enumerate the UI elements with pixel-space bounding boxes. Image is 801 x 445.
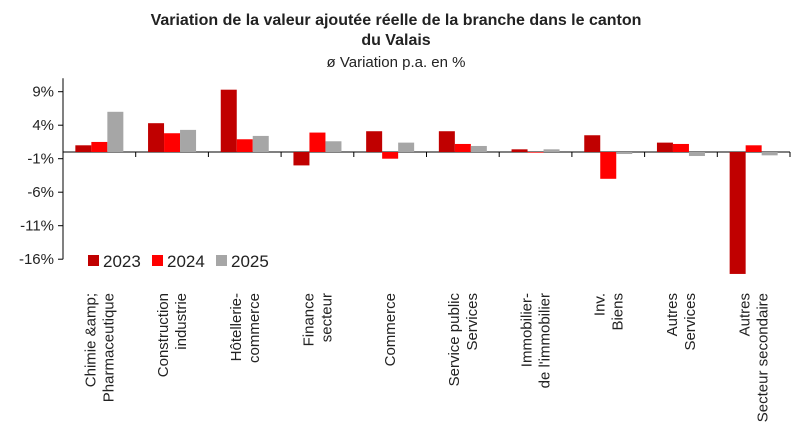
y-tick-label: -6% xyxy=(27,184,54,201)
bar-2025-cat-5 xyxy=(398,142,415,152)
legend-swatch-2024 xyxy=(152,255,163,266)
category-label-line: Biens xyxy=(609,293,626,331)
bar-2024-cat-1 xyxy=(91,141,108,152)
bar-2025-cat-4 xyxy=(325,141,342,152)
legend-label-2023: 2023 xyxy=(103,252,141,271)
bar-2023-cat-9 xyxy=(656,142,673,152)
category-label-line: de l'immobilier xyxy=(537,293,554,388)
category-label-line: secteur xyxy=(318,293,335,342)
bar-2024-cat-10 xyxy=(745,145,762,152)
category-label-line: Services xyxy=(682,293,699,351)
category-label-line: Commerce xyxy=(382,293,399,366)
x-axis-labels: Chimie &amp; Pharmaceutique Construction in… xyxy=(82,293,771,423)
category-label-line: Finance xyxy=(300,293,317,346)
bar-2023-cat-8 xyxy=(584,135,601,152)
category-label-line: Construction xyxy=(155,293,172,377)
category-label-8: Inv. Biens xyxy=(591,293,626,331)
bar-2024-cat-9 xyxy=(672,143,689,152)
category-label-line: commerce xyxy=(246,293,263,363)
bar-2024-cat-8 xyxy=(600,152,617,179)
bar-2024-cat-6 xyxy=(454,143,471,152)
bar-2023-cat-1 xyxy=(75,145,92,152)
legend-swatch-2025 xyxy=(216,255,227,266)
bar-2025-cat-1 xyxy=(107,111,124,152)
category-label-7: Immobilier-de l'immobilier xyxy=(519,293,554,388)
bar-2025-cat-8 xyxy=(616,152,633,155)
bar-2024-cat-5 xyxy=(382,152,399,159)
bar-2025-cat-2 xyxy=(180,129,197,152)
plot-area xyxy=(62,89,791,274)
category-label-line: Chimie &amp; xyxy=(82,293,99,387)
bar-2024-cat-7 xyxy=(527,152,544,153)
bar-2023-cat-2 xyxy=(148,123,165,152)
category-label-line: Service public xyxy=(446,293,463,387)
category-label-line: Services xyxy=(464,293,481,351)
category-label-10: Autres Secteur secondaire xyxy=(737,293,772,422)
category-label-2: Construction industrie xyxy=(155,293,190,377)
category-label-line: Secteur secondaire xyxy=(755,293,772,422)
category-label-line: Autres xyxy=(737,293,754,336)
legend-label-2025: 2025 xyxy=(231,252,269,271)
category-label-line: Pharmaceutique xyxy=(100,293,117,402)
bar-2024-cat-2 xyxy=(164,133,181,152)
legend-box xyxy=(74,244,282,278)
bar-2025-cat-7 xyxy=(543,149,560,152)
y-tick-label: -16% xyxy=(19,251,54,268)
bar-2023-cat-7 xyxy=(511,149,528,152)
legend-label-2024: 2024 xyxy=(167,252,205,271)
bar-2023-cat-3 xyxy=(220,89,237,152)
bar-2025-cat-6 xyxy=(470,145,487,152)
y-tick-label: -11% xyxy=(20,218,54,235)
chart-title-line2: du Valais xyxy=(361,32,430,49)
chart-subtitle: ø Variation p.a. en % xyxy=(327,54,466,71)
bar-2023-cat-4 xyxy=(293,152,310,166)
chart-title-line1: Variation de la valeur ajoutée réelle de… xyxy=(151,12,642,29)
category-label-line: Hôtellerie- xyxy=(228,293,245,361)
bar-2023-cat-5 xyxy=(366,131,383,152)
category-label-line: Autres xyxy=(664,293,681,336)
bar-2023-cat-10 xyxy=(729,152,746,274)
category-label-line: Inv. xyxy=(591,293,608,316)
legend: 2023 2024 2025 xyxy=(74,244,282,278)
y-tick-label: 4% xyxy=(32,117,54,134)
bar-2025-cat-3 xyxy=(252,135,269,152)
bar-2024-cat-4 xyxy=(309,132,326,152)
category-label-1: Chimie &amp; Pharmaceutique xyxy=(82,293,117,402)
bar-2024-cat-3 xyxy=(236,139,253,152)
category-label-9: Autres Services xyxy=(664,293,699,351)
category-label-3: Hôtellerie-commerce xyxy=(228,293,263,363)
y-tick-label: -1% xyxy=(27,151,54,168)
category-label-line: Immobilier- xyxy=(519,293,536,367)
category-label-line: industrie xyxy=(173,293,190,350)
legend-swatch-2023 xyxy=(88,255,99,266)
bar-2025-cat-9 xyxy=(688,152,705,157)
category-label-4: Finance secteur xyxy=(300,293,335,346)
bar-2025-cat-10 xyxy=(761,152,778,156)
bar-2023-cat-6 xyxy=(438,131,455,152)
y-tick-label: 9% xyxy=(32,84,54,101)
category-label-5: Commerce xyxy=(382,293,399,366)
y-axis: 9% 4% -1% -6% -11% -16% xyxy=(19,78,64,268)
category-label-6: Service public Services xyxy=(446,293,481,387)
